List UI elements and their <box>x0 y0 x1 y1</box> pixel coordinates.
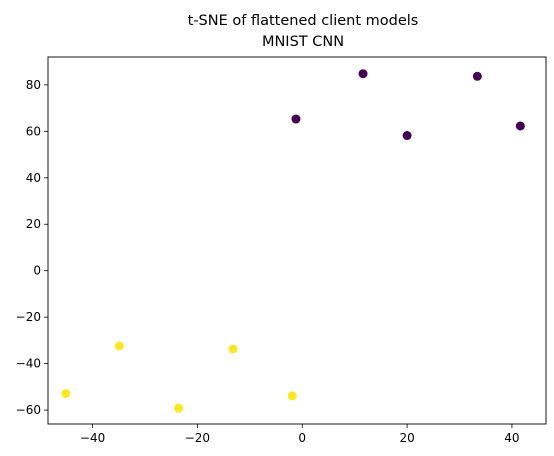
y-tick-label: 60 <box>26 124 41 138</box>
y-tick-label: 20 <box>26 217 41 231</box>
scatter-point <box>515 121 525 131</box>
data-points <box>61 69 525 413</box>
axis-ticks: −40 −20 0 20 40 −60 −40 −20 0 20 40 60 80 <box>16 78 520 445</box>
chart-subtitle: MNIST CNN <box>262 34 344 50</box>
scatter-point <box>228 344 238 354</box>
y-tick-label: −20 <box>16 310 41 324</box>
x-tick-label: 20 <box>399 431 414 445</box>
y-tick-label: 40 <box>26 171 41 185</box>
scatter-point <box>114 341 124 351</box>
plot-area-frame <box>47 56 547 425</box>
x-tick-label: 40 <box>504 431 519 445</box>
x-tick-label: 0 <box>298 431 306 445</box>
scatter-point <box>358 69 368 79</box>
scatter-point <box>174 403 184 413</box>
scatter-point <box>287 391 297 401</box>
chart-title: t-SNE of flattened client models <box>188 13 419 29</box>
y-tick-label: −40 <box>16 357 41 371</box>
x-tick-label: −40 <box>80 431 105 445</box>
scatter-point <box>291 114 301 124</box>
y-tick-label: 80 <box>26 78 41 92</box>
scatter-point <box>472 71 482 81</box>
scatter-point <box>402 131 412 141</box>
scatter-point <box>61 389 71 399</box>
y-tick-label: 0 <box>33 264 41 278</box>
x-tick-label: −20 <box>185 431 210 445</box>
y-tick-label: −60 <box>16 403 41 417</box>
